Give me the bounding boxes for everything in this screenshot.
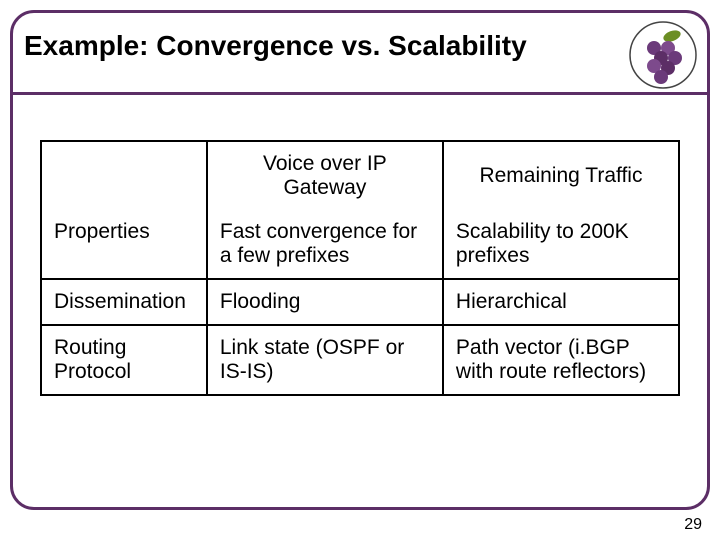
page-number: 29	[684, 516, 702, 534]
table-row: Voice over IP Gateway Remaining Traffic	[41, 141, 679, 210]
header-blank	[41, 141, 207, 210]
header-remaining: Remaining Traffic	[443, 141, 679, 210]
header-voip-line1: Voice over IP	[263, 152, 387, 175]
grapes-logo-icon	[628, 20, 698, 90]
cell-routing-remaining: Path vector (i.BGP with route reflectors…	[443, 325, 679, 395]
header-voip: Voice over IP Gateway	[207, 141, 443, 210]
cell-routing-voip: Link state (OSPF or IS-IS)	[207, 325, 443, 395]
title-divider	[10, 92, 710, 95]
table-row: Properties Fast convergence for a few pr…	[41, 210, 679, 279]
row-label-routing: Routing Protocol	[41, 325, 207, 395]
table-row: Dissemination Flooding Hierarchical	[41, 279, 679, 325]
table-row: Routing Protocol Link state (OSPF or IS-…	[41, 325, 679, 395]
row-label-dissemination: Dissemination	[41, 279, 207, 325]
slide-title: Example: Convergence vs. Scalability	[24, 30, 527, 62]
header-voip-line2: Gateway	[283, 176, 366, 199]
content-area: Voice over IP Gateway Remaining Traffic …	[40, 140, 680, 396]
row-label-properties: Properties	[41, 210, 207, 279]
comparison-table: Voice over IP Gateway Remaining Traffic …	[40, 140, 680, 396]
cell-properties-remaining: Scalability to 200K prefixes	[443, 210, 679, 279]
cell-dissemination-voip: Flooding	[207, 279, 443, 325]
cell-dissemination-remaining: Hierarchical	[443, 279, 679, 325]
cell-properties-voip: Fast convergence for a few prefixes	[207, 210, 443, 279]
